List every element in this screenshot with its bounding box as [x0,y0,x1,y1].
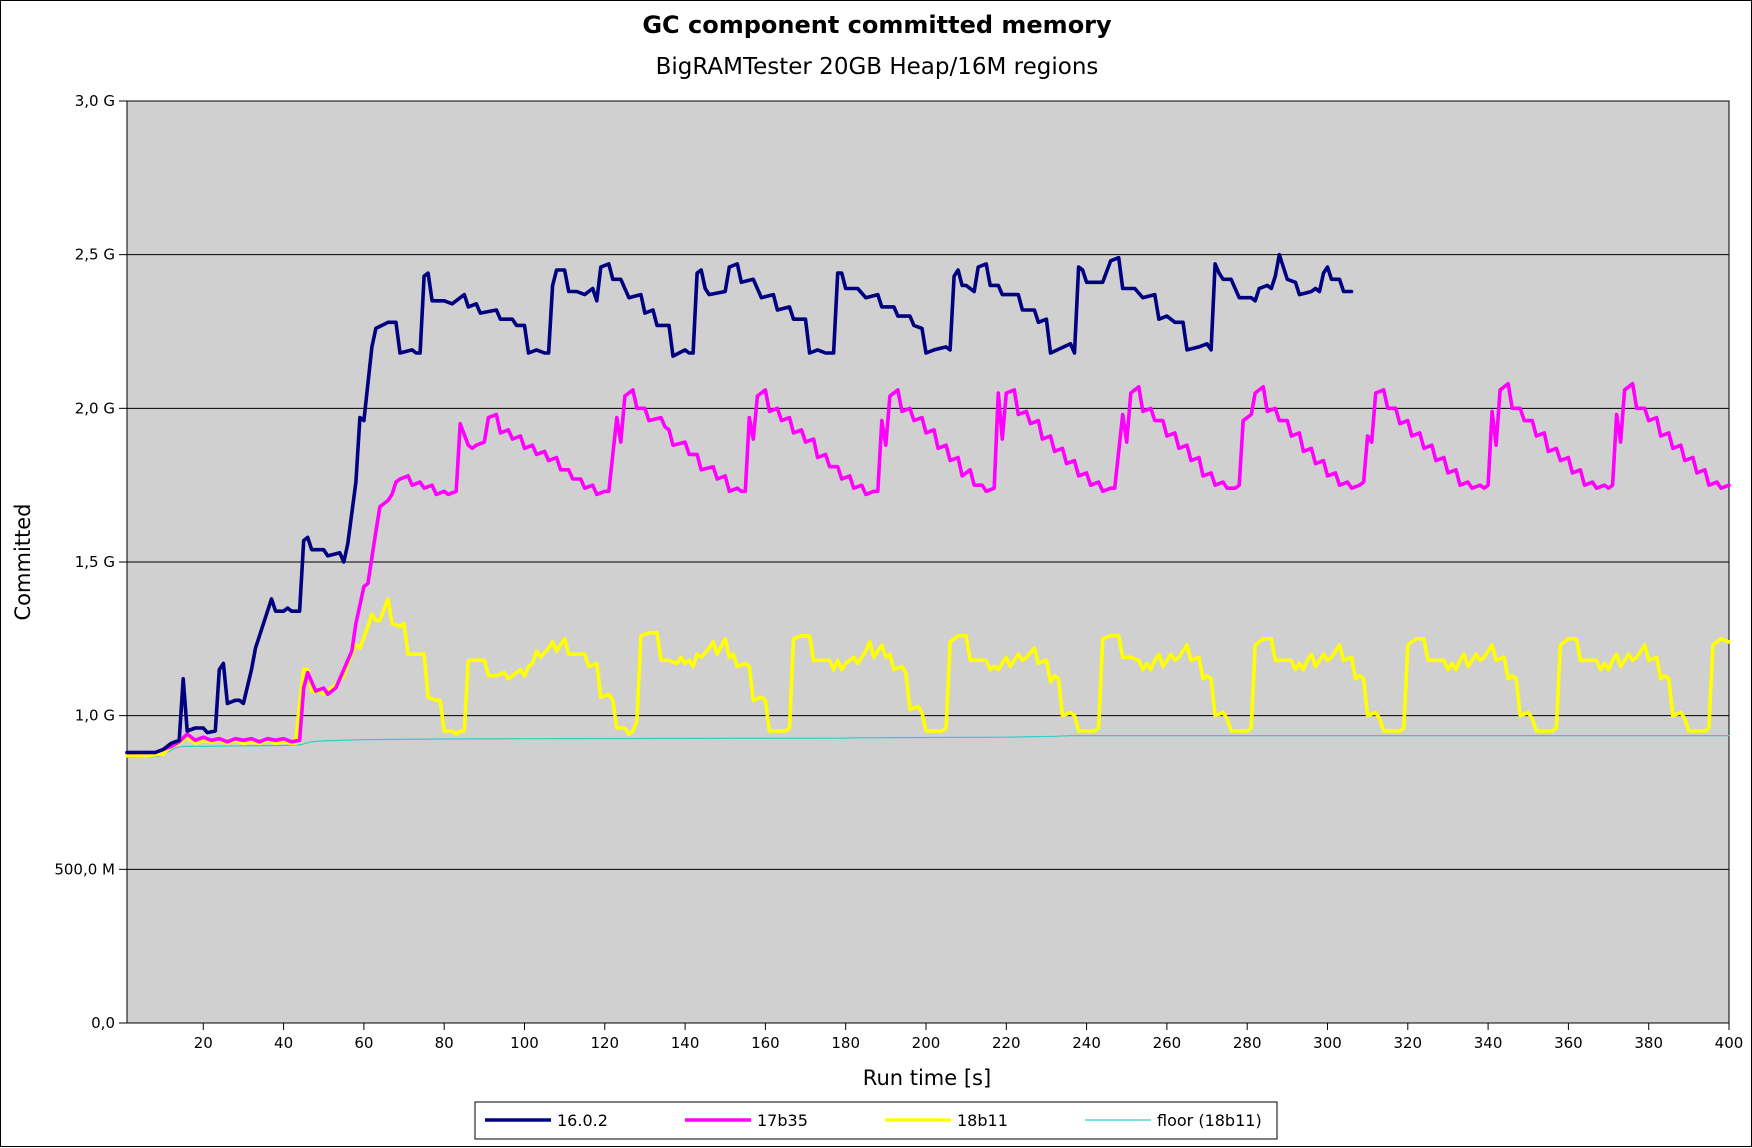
series-line-2 [125,597,1731,758]
x-tick-label: 380 [1634,1034,1663,1052]
series-lines [125,252,1731,758]
x-tick-label: 300 [1313,1034,1342,1052]
x-tick-label: 240 [1072,1034,1101,1052]
x-tick-label: 120 [590,1034,619,1052]
x-tick-label: 280 [1233,1034,1262,1052]
chart-subtitle: BigRAMTester 20GB Heap/16M regions [656,54,1099,80]
x-tick-label: 220 [992,1034,1021,1052]
x-tick-label: 20 [194,1034,213,1052]
y-tick-label: 0,0 [91,1014,115,1032]
grid-lines [127,254,1729,870]
x-tick-label: 40 [274,1034,293,1052]
legend: 16.0.2 17b35 18b11 floor (18b11) [474,1101,1278,1140]
x-tick-label: 340 [1474,1034,1503,1052]
x-tick-label: 60 [354,1034,373,1052]
x-axis-title: Run time [s] [863,1066,991,1090]
series-line-0 [125,252,1354,755]
x-tick-label: 140 [671,1034,700,1052]
legend-label-1: 17b35 [757,1111,808,1130]
y-tick-label: 2,5 G [75,246,115,264]
y-tick-label: 1,5 G [75,553,115,571]
x-tick-label: 260 [1153,1034,1182,1052]
y-tick-label: 500,0 M [54,860,115,878]
legend-label-2: 18b11 [957,1111,1008,1130]
series-line-3 [126,735,1730,758]
y-axis-ticks: 0,0 500,0 M 1,0 G 1,5 G 2,0 G 2,5 G 3,0 G [54,92,127,1032]
x-tick-label: 180 [831,1034,860,1052]
x-axis-ticks: 20 40 60 80 100 120 140 160 180 200 220 240 260 280 30… [194,1023,1744,1052]
series-line-1 [125,381,1731,755]
x-tick-label: 200 [912,1034,941,1052]
y-axis-title: Committed [11,504,35,621]
y-tick-label: 3,0 G [75,92,115,110]
y-tick-label: 1,0 G [75,707,115,725]
legend-label-3: floor (18b11) [1157,1111,1262,1130]
legend-label-0: 16.0.2 [557,1111,608,1130]
x-tick-label: 80 [435,1034,454,1052]
x-tick-label: 320 [1393,1034,1422,1052]
x-tick-label: 160 [751,1034,780,1052]
x-tick-label: 360 [1554,1034,1583,1052]
x-tick-label: 400 [1715,1034,1744,1052]
chart-title: GC component committed memory [642,11,1112,39]
x-tick-label: 100 [510,1034,539,1052]
y-tick-label: 2,0 G [75,399,115,417]
